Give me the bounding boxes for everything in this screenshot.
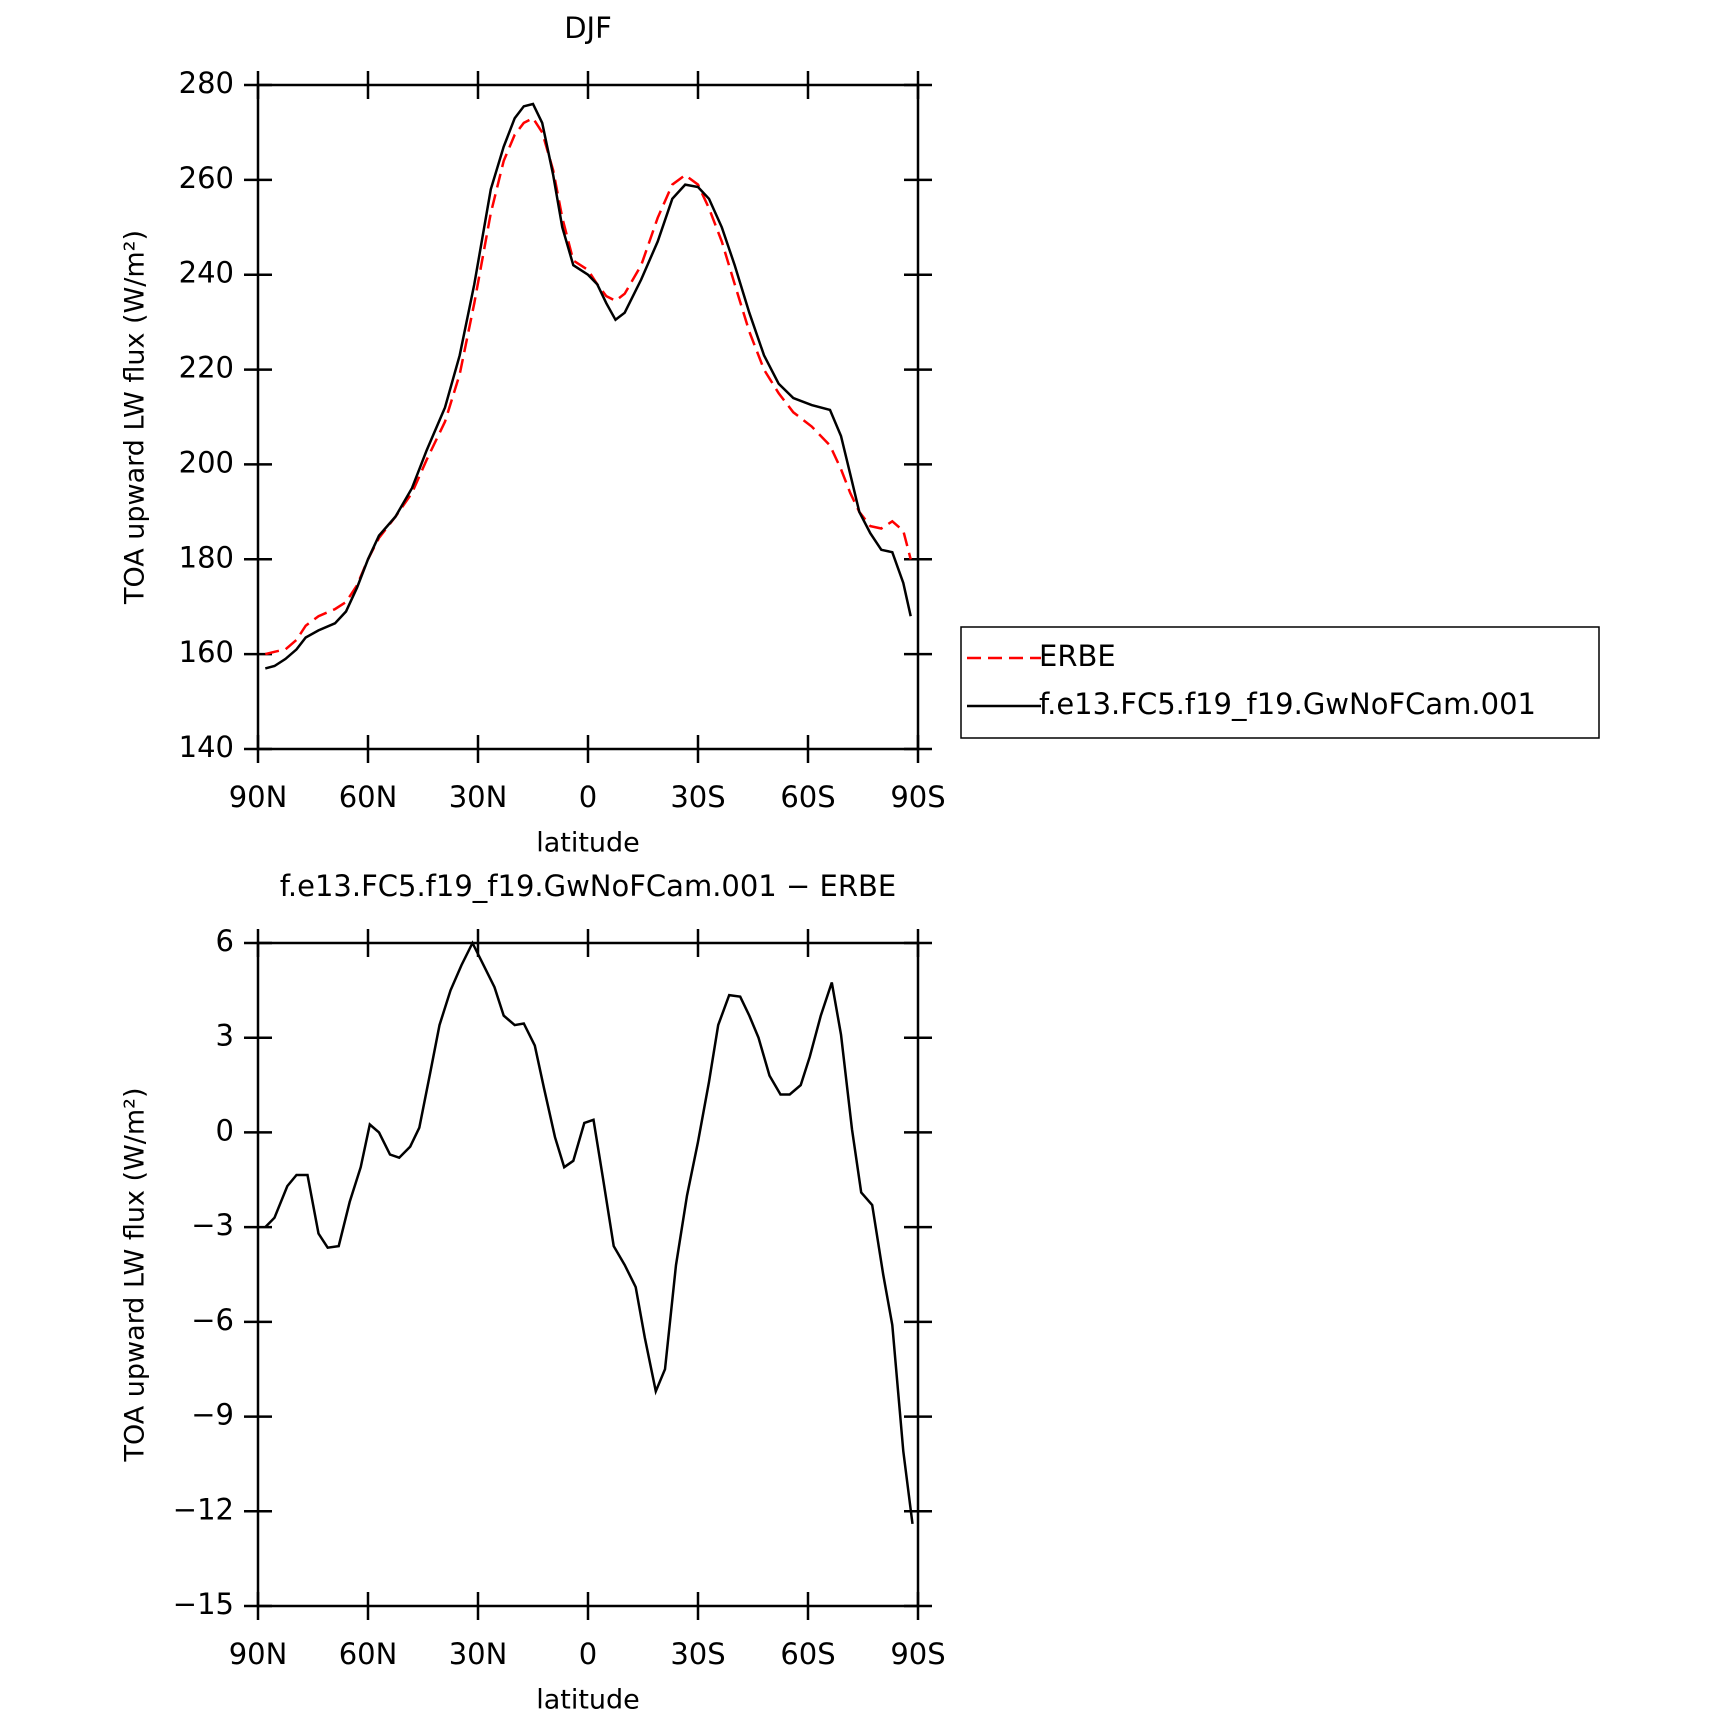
data-line — [264, 102, 912, 670]
x-tick-label: 90N — [229, 780, 288, 814]
y-tick-label: 0 — [216, 1113, 234, 1147]
y-tick-label: 220 — [179, 351, 234, 385]
x-tick-label: 60S — [780, 1637, 835, 1671]
data-line — [264, 940, 914, 1525]
y-tick-label: 180 — [179, 540, 234, 574]
plot-frame — [256, 941, 920, 1608]
x-tick-label: 90S — [890, 780, 945, 814]
x-tick-label: 0 — [579, 1637, 597, 1671]
x-tick-label: 30S — [670, 1637, 725, 1671]
y-tick-label: 140 — [179, 730, 234, 764]
x-axis-label: latitude — [536, 1685, 640, 1716]
chart-title: f.e13.FC5.f19_f19.GwNoFCam.001 − ERBE — [280, 869, 896, 903]
x-axis-label: latitude — [536, 828, 640, 859]
y-tick-label: −15 — [173, 1587, 234, 1621]
x-tick-label: 30N — [449, 780, 508, 814]
y-tick-label: 160 — [179, 635, 234, 669]
x-tick-label: 60N — [339, 1637, 398, 1671]
x-tick-label: 0 — [579, 780, 597, 814]
x-tick-label: 90S — [890, 1637, 945, 1671]
y-axis-label: TOA upward LW flux (W/m²) — [120, 1087, 151, 1462]
y-tick-label: 6 — [216, 924, 234, 958]
chart-title: DJF — [564, 11, 612, 45]
y-tick-label: −6 — [191, 1303, 234, 1337]
y-tick-label: 3 — [216, 1019, 234, 1053]
legend-box — [960, 626, 1600, 739]
y-tick-label: 240 — [179, 256, 234, 290]
y-axis-label: TOA upward LW flux (W/m²) — [120, 230, 151, 605]
x-tick-label: 30N — [449, 1637, 508, 1671]
y-tick-label: −9 — [191, 1398, 234, 1432]
x-tick-label: 30S — [670, 780, 725, 814]
y-tick-label: 200 — [179, 445, 234, 479]
x-tick-label: 90N — [229, 1637, 288, 1671]
legend-label: f.e13.FC5.f19_f19.GwNoFCam.001 — [1039, 687, 1536, 721]
y-tick-label: −12 — [173, 1492, 234, 1526]
x-tick-label: 60S — [780, 780, 835, 814]
plot-frame — [256, 83, 920, 751]
legend-label: ERBE — [1039, 639, 1116, 673]
y-tick-label: −3 — [191, 1208, 234, 1242]
x-tick-label: 60N — [339, 780, 398, 814]
y-tick-label: 280 — [179, 66, 234, 100]
y-tick-label: 260 — [179, 161, 234, 195]
